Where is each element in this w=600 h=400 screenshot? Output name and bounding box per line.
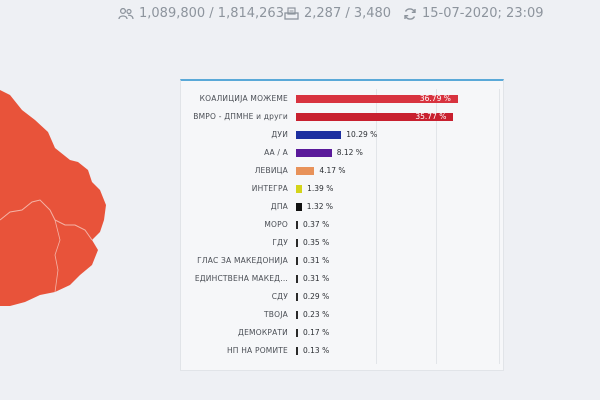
gridline bbox=[499, 89, 500, 364]
percent-label: 36.79 % bbox=[419, 94, 451, 103]
refresh-icon[interactable] bbox=[403, 7, 417, 21]
result-row[interactable]: ГЛАС ЗА МАКЕДОНИЈА 0.31 % bbox=[181, 252, 503, 270]
map-region[interactable] bbox=[0, 90, 106, 306]
result-bar[interactable] bbox=[296, 203, 302, 211]
party-name: МОРО bbox=[264, 220, 288, 229]
result-row[interactable]: ВМРО - ДПМНЕ и други 35.77 % bbox=[181, 108, 503, 126]
party-name: НП НА РОМИТЕ bbox=[226, 346, 288, 355]
region-border bbox=[54, 219, 61, 293]
result-row[interactable]: ГДУ 0.35 % bbox=[181, 234, 503, 252]
result-row[interactable]: КОАЛИЦИЈА МОЖЕМЕ 36.79 % bbox=[181, 90, 503, 108]
result-bar[interactable] bbox=[296, 311, 298, 319]
gridline bbox=[436, 89, 437, 364]
result-row[interactable]: МОРО 0.37 % bbox=[181, 216, 503, 234]
percent-label: 0.31 % bbox=[303, 274, 330, 283]
gridline bbox=[376, 89, 377, 364]
result-bar[interactable] bbox=[296, 329, 298, 337]
result-row[interactable]: НП НА РОМИТЕ 0.13 % bbox=[181, 342, 503, 360]
result-row[interactable]: ДУИ 10.29 % bbox=[181, 126, 503, 144]
party-name: ГДУ bbox=[272, 238, 288, 247]
result-bar[interactable] bbox=[296, 275, 298, 283]
party-name: ДЕМОКРАТИ bbox=[238, 328, 288, 337]
percent-label: 0.31 % bbox=[303, 256, 330, 265]
result-bar[interactable] bbox=[296, 347, 298, 355]
ballot-box-icon bbox=[284, 7, 299, 20]
result-row[interactable]: ИНТЕГРА 1.39 % bbox=[181, 180, 503, 198]
result-row[interactable]: ЕДИНСТВЕНА МАКЕД... 0.31 % bbox=[181, 270, 503, 288]
result-row[interactable]: СДУ 0.29 % bbox=[181, 288, 503, 306]
percent-label: 0.37 % bbox=[303, 220, 330, 229]
party-name: КОАЛИЦИЈА МОЖЕМЕ bbox=[199, 94, 288, 103]
result-row[interactable]: АА / А 8.12 % bbox=[181, 144, 503, 162]
result-row[interactable]: ДПА 1.32 % bbox=[181, 198, 503, 216]
party-name: ТВОЈА bbox=[264, 310, 288, 319]
percent-label: 0.17 % bbox=[303, 328, 330, 337]
percent-label: 1.39 % bbox=[307, 184, 334, 193]
result-bar[interactable] bbox=[296, 113, 454, 121]
result-bar[interactable] bbox=[296, 185, 303, 193]
party-name: СДУ bbox=[271, 292, 288, 301]
voters-stat: 1,089,800 / 1,814,263 bbox=[118, 6, 284, 21]
result-bar[interactable] bbox=[296, 167, 315, 175]
result-row[interactable]: ЛЕВИЦА 4.17 % bbox=[181, 162, 503, 180]
result-row[interactable]: ТВОЈА 0.23 % bbox=[181, 306, 503, 324]
result-bar[interactable] bbox=[296, 293, 298, 301]
result-bar[interactable] bbox=[296, 131, 342, 139]
percent-label: 0.23 % bbox=[303, 310, 330, 319]
result-bar[interactable] bbox=[296, 257, 298, 265]
result-bar[interactable] bbox=[296, 221, 298, 229]
stations-count: 2,287 / 3,480 bbox=[304, 6, 392, 21]
party-name: ДУИ bbox=[271, 130, 288, 139]
percent-label: 4.17 % bbox=[319, 166, 346, 175]
region-border bbox=[0, 199, 93, 241]
party-name: ИНТЕГРА bbox=[251, 184, 288, 193]
percent-label: 0.29 % bbox=[303, 292, 330, 301]
results-panel: КОАЛИЦИЈА МОЖЕМЕ 36.79 % ВМРО - ДПМНЕ и др… bbox=[180, 79, 504, 371]
people-icon bbox=[118, 7, 134, 20]
percent-label: 8.12 % bbox=[336, 148, 363, 157]
summary-bar: 1,089,800 / 1,814,263 2,287 / 3,480 15-0… bbox=[0, 0, 600, 30]
percent-label: 0.13 % bbox=[303, 346, 330, 355]
party-name: ЛЕВИЦА bbox=[254, 166, 288, 175]
party-name: ЕДИНСТВЕНА МАКЕД... bbox=[194, 274, 288, 283]
party-name: ДПА bbox=[270, 202, 288, 211]
party-name: ГЛАС ЗА МАКЕДОНИЈА bbox=[197, 256, 288, 265]
last-updated-time: 15-07-2020; 23:09 bbox=[422, 6, 544, 21]
stations-stat: 2,287 / 3,480 bbox=[284, 6, 391, 21]
result-row[interactable]: ДЕМОКРАТИ 0.17 % bbox=[181, 324, 503, 342]
results-map[interactable] bbox=[0, 70, 120, 320]
percent-label: 0.35 % bbox=[303, 238, 330, 247]
voters-count: 1,089,800 / 1,814,263 bbox=[139, 6, 284, 21]
result-bar[interactable] bbox=[296, 95, 458, 103]
result-bar[interactable] bbox=[296, 239, 298, 247]
percent-label: 10.29 % bbox=[346, 130, 378, 139]
updated-stat: 15-07-2020; 23:09 bbox=[403, 6, 544, 21]
percent-label: 35.77 % bbox=[415, 112, 447, 121]
result-bar[interactable] bbox=[296, 149, 332, 157]
percent-label: 1.32 % bbox=[306, 202, 334, 211]
party-name: ВМРО - ДПМНЕ и други bbox=[193, 112, 288, 121]
party-name: АА / А bbox=[264, 148, 288, 157]
